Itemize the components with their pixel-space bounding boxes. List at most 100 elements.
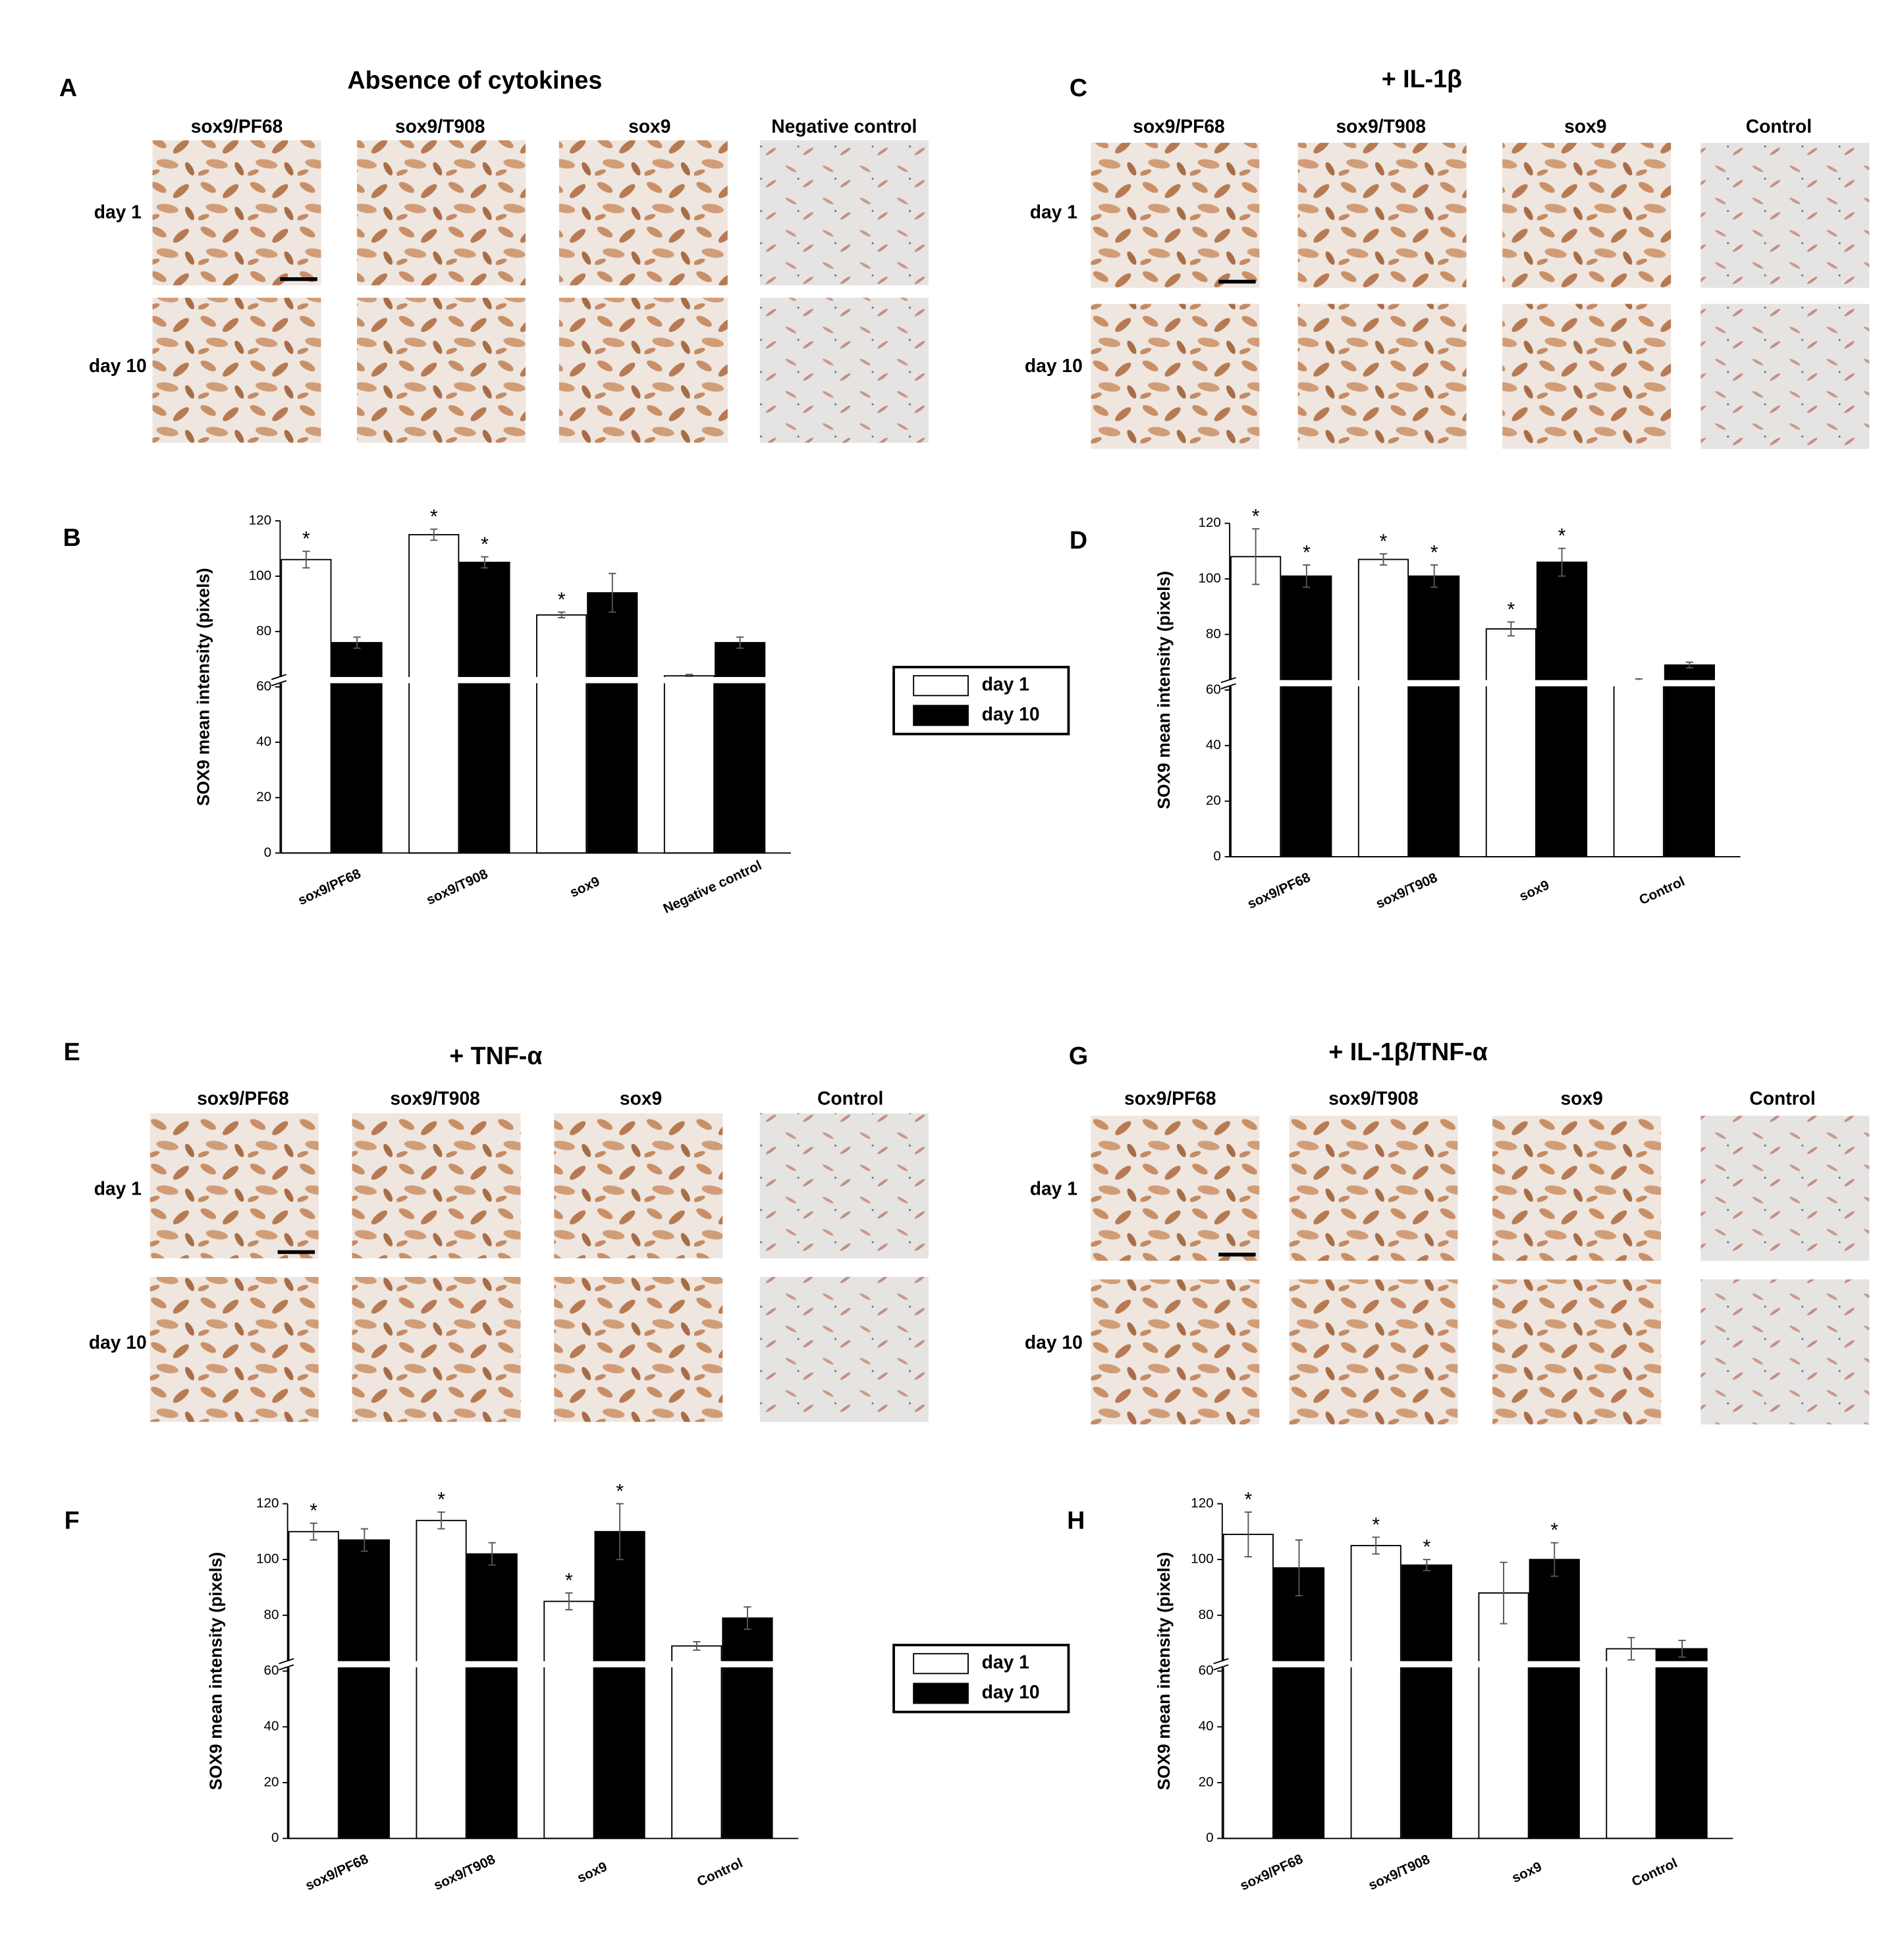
error-bar	[302, 551, 310, 569]
x-tick-label: sox9/T908	[431, 1852, 497, 1893]
panel-title: + IL-1β	[1382, 65, 1462, 93]
micrograph	[1091, 1116, 1260, 1261]
bar	[722, 1617, 773, 1839]
error-bar	[616, 1503, 624, 1561]
micrograph	[1700, 142, 1870, 288]
micrograph	[759, 1113, 929, 1258]
bar	[1613, 681, 1664, 857]
y-axis-label: SOX9 mean intensity (pixels)	[1154, 571, 1174, 809]
bar	[536, 614, 587, 854]
micrograph	[1700, 1116, 1870, 1261]
y-tick-label: 40	[1206, 738, 1221, 753]
legend-swatch	[913, 1653, 969, 1675]
x-tick-label: sox9/T908	[1366, 1852, 1432, 1893]
bar	[408, 533, 460, 854]
column-label: Control	[1746, 116, 1812, 137]
significance: *	[430, 506, 438, 528]
bar	[1606, 1648, 1657, 1839]
y-tick-label: 20	[256, 790, 271, 805]
y-tick-label: 0	[271, 1830, 279, 1845]
y-tick-label: 20	[1199, 1774, 1214, 1789]
bar	[331, 641, 383, 854]
error-bar	[488, 1542, 496, 1566]
axis-break-mark	[279, 1658, 294, 1671]
significance: *	[565, 1570, 573, 1592]
x-tick-label: sox9	[575, 1859, 609, 1886]
error-bar	[1303, 564, 1311, 588]
column-label: sox9/PF68	[191, 116, 283, 137]
y-tick-label: 100	[1198, 571, 1221, 586]
row-label: day 1	[94, 1178, 142, 1199]
significance: *	[437, 1489, 445, 1511]
significance: *	[558, 589, 566, 611]
bar	[281, 558, 332, 854]
micrograph	[352, 1113, 521, 1258]
row-label: day 10	[89, 1332, 147, 1353]
y-tick-label: 100	[249, 568, 272, 583]
axis-break-mark	[271, 674, 287, 687]
error-bar	[565, 1592, 573, 1611]
error-bar	[1685, 661, 1694, 668]
panel-label: H	[1067, 1507, 1085, 1534]
bar	[1664, 664, 1715, 857]
x-tick-label: sox9/PF68	[1238, 1851, 1305, 1893]
x-tick-label: sox9/PF68	[1245, 870, 1313, 912]
error-bar	[353, 636, 361, 649]
micrograph	[558, 298, 728, 443]
error-bar	[1251, 528, 1260, 585]
axis-break-mark	[1220, 677, 1236, 689]
axis-break	[277, 1661, 803, 1667]
significance: *	[1423, 1536, 1431, 1558]
panel-label: C	[1070, 74, 1087, 101]
micrograph	[554, 1113, 723, 1258]
micrograph	[357, 140, 526, 286]
micrograph	[1492, 1116, 1662, 1261]
panel-label: G	[1069, 1042, 1088, 1069]
error-bar	[430, 528, 438, 541]
significance: *	[302, 528, 310, 550]
significance: *	[1550, 1520, 1558, 1542]
x-tick-label: sox9	[1517, 877, 1551, 904]
y-tick-label: 20	[263, 1774, 279, 1789]
micrograph	[150, 1277, 319, 1422]
legend-label: day 1	[982, 1652, 1029, 1673]
bar	[671, 1645, 722, 1839]
bar	[1409, 575, 1460, 857]
panel-label: B	[63, 524, 81, 551]
significance: *	[1380, 531, 1388, 553]
legend-label: day 10	[982, 1681, 1040, 1702]
panel-title: + IL-1β/TNF-α	[1328, 1038, 1488, 1066]
bar	[1401, 1564, 1452, 1839]
column-label: sox9/PF68	[1124, 1087, 1216, 1108]
error-bar	[437, 1511, 445, 1530]
error-bar	[557, 611, 566, 618]
x-tick-label: sox9/T908	[424, 867, 490, 908]
column-label: sox9/T908	[390, 1087, 479, 1108]
error-bar	[693, 1641, 701, 1651]
bar	[1273, 1567, 1325, 1839]
column-label: Negative control	[771, 116, 917, 137]
error-bar	[609, 572, 616, 613]
y-tick-label: 60	[256, 679, 271, 694]
bar	[1529, 1559, 1580, 1839]
error-bar	[1372, 1536, 1380, 1555]
error-bar	[736, 636, 744, 649]
panel-label: D	[1070, 526, 1087, 554]
x-tick-label: Negative control	[661, 857, 764, 916]
axis-break	[1212, 1661, 1738, 1667]
y-tick-label: 100	[1191, 1552, 1214, 1567]
bar	[1656, 1648, 1708, 1839]
legend-swatch	[913, 675, 969, 697]
panel-title: Absence of cytokines	[347, 67, 602, 94]
error-bar	[1430, 564, 1438, 588]
legend-swatch	[913, 705, 969, 726]
y-axis-label: SOX9 mean intensity (pixels)	[1154, 1552, 1174, 1791]
bar	[1485, 628, 1537, 857]
micrograph	[152, 298, 321, 443]
significance: *	[616, 1480, 624, 1502]
y-tick-label: 120	[1198, 515, 1221, 530]
y-tick-label: 80	[256, 624, 271, 639]
column-label: sox9	[1564, 116, 1606, 137]
y-tick-label: 0	[1206, 1830, 1214, 1845]
